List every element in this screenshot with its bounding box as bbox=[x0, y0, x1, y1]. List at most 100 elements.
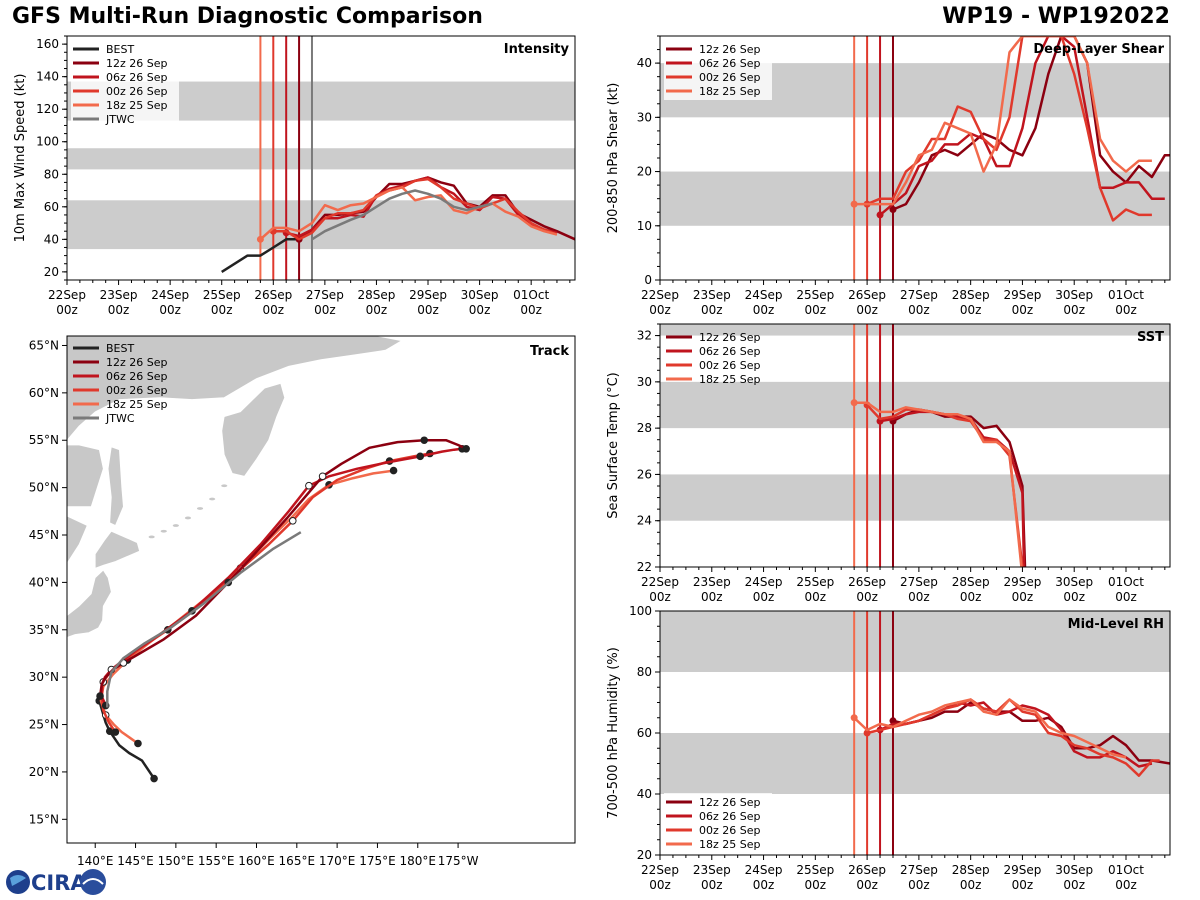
shaded-band bbox=[660, 474, 1170, 521]
x-tick-sublabel: 00z bbox=[649, 590, 671, 604]
x-tick-label: 24Sep bbox=[745, 863, 783, 877]
lon-tick-label: 160°E bbox=[238, 854, 275, 868]
lon-tick-label: 145°E bbox=[117, 854, 154, 868]
x-tick-sublabel: 00z bbox=[1012, 878, 1034, 892]
legend-label: 00z 26 Sep bbox=[699, 71, 761, 84]
x-tick-sublabel: 00z bbox=[314, 303, 336, 317]
legend-label: 12z 26 Sep bbox=[106, 356, 168, 369]
x-tick-label: 22Sep bbox=[48, 288, 86, 302]
x-tick-sublabel: 00z bbox=[1063, 590, 1085, 604]
land-kuril-island bbox=[208, 496, 217, 502]
track-position-marker bbox=[134, 739, 142, 748]
x-tick-label: 23Sep bbox=[693, 575, 731, 589]
legend-label: 12z 26 Sep bbox=[699, 796, 761, 809]
y-tick-label: 40 bbox=[637, 787, 652, 801]
lat-tick-label: 50°N bbox=[29, 481, 59, 495]
track-line-run_00z bbox=[100, 452, 431, 733]
land-kuril-island bbox=[147, 534, 156, 540]
legend-box bbox=[71, 40, 179, 128]
x-tick-sublabel: 00z bbox=[1115, 303, 1137, 317]
x-tick-label: 25Sep bbox=[203, 288, 241, 302]
x-tick-label: 27Sep bbox=[900, 575, 938, 589]
series-line-jtwc bbox=[311, 189, 493, 241]
track-position-marker bbox=[288, 516, 297, 525]
legend-label: 18z 25 Sep bbox=[699, 85, 761, 98]
x-tick-sublabel: 00z bbox=[56, 303, 78, 317]
y-tick-label: 26 bbox=[637, 467, 652, 481]
x-tick-label: 27Sep bbox=[306, 288, 344, 302]
x-tick-sublabel: 00z bbox=[908, 878, 930, 892]
y-tick-label: 32 bbox=[637, 329, 652, 343]
x-tick-label: 01Oct bbox=[1108, 575, 1144, 589]
x-tick-sublabel: 00z bbox=[960, 878, 982, 892]
y-tick-label: 40 bbox=[44, 232, 59, 246]
y-tick-label: 22 bbox=[637, 560, 652, 574]
y-tick-label: 20 bbox=[637, 848, 652, 862]
series-start-marker bbox=[863, 729, 871, 737]
legend-label: 18z 25 Sep bbox=[699, 373, 761, 386]
shaded-band bbox=[660, 611, 1170, 672]
x-tick-label: 23Sep bbox=[693, 863, 731, 877]
y-tick-label: 160 bbox=[36, 37, 59, 51]
y-axis-label: 700-500 hPa Humidity (%) bbox=[606, 647, 621, 819]
track-line-run_18z bbox=[99, 469, 394, 745]
legend-label: 06z 26 Sep bbox=[699, 345, 761, 358]
y-tick-label: 140 bbox=[36, 70, 59, 84]
x-tick-label: 22Sep bbox=[641, 288, 679, 302]
series-start-marker bbox=[850, 714, 858, 722]
panel-title: Deep-Layer Shear bbox=[1033, 42, 1164, 57]
x-tick-sublabel: 00z bbox=[805, 303, 827, 317]
x-tick-label: 29Sep bbox=[409, 288, 447, 302]
y-tick-label: 100 bbox=[36, 135, 59, 149]
series-line-best bbox=[221, 238, 300, 273]
y-axis-label: Sea Surface Temp (°C) bbox=[606, 372, 621, 519]
land-kuril-island bbox=[220, 483, 229, 488]
y-tick-label: 10 bbox=[637, 219, 652, 233]
x-tick-sublabel: 00z bbox=[469, 303, 491, 317]
legend-label: 06z 26 Sep bbox=[699, 57, 761, 70]
panel-rh: 2040608010022Sep00z23Sep00z24Sep00z25Sep… bbox=[606, 604, 1171, 892]
shaded-band bbox=[67, 148, 575, 170]
y-tick-label: 20 bbox=[637, 165, 652, 179]
track-position-marker bbox=[111, 728, 120, 736]
storm-id-title: WP19 - WP192022 bbox=[942, 4, 1170, 29]
x-tick-label: 22Sep bbox=[641, 575, 679, 589]
lat-tick-label: 30°N bbox=[29, 670, 59, 684]
shaded-band bbox=[660, 381, 1170, 429]
x-tick-label: 22Sep bbox=[641, 863, 679, 877]
x-tick-sublabel: 00z bbox=[366, 303, 388, 317]
legend-label: 06z 26 Sep bbox=[106, 370, 168, 383]
x-tick-label: 24Sep bbox=[745, 288, 783, 302]
y-tick-label: 24 bbox=[637, 514, 652, 528]
legend-label: BEST bbox=[106, 342, 134, 355]
x-tick-label: 23Sep bbox=[693, 288, 731, 302]
y-tick-label: 30 bbox=[637, 375, 652, 389]
partner-seal-icon bbox=[80, 869, 106, 895]
x-tick-sublabel: 00z bbox=[649, 878, 671, 892]
land-masses bbox=[67, 336, 403, 638]
x-tick-sublabel: 00z bbox=[701, 590, 723, 604]
x-tick-label: 01Oct bbox=[1108, 288, 1144, 302]
x-tick-label: 24Sep bbox=[151, 288, 189, 302]
x-tick-sublabel: 00z bbox=[805, 878, 827, 892]
y-tick-label: 0 bbox=[644, 273, 652, 287]
series-start-marker bbox=[876, 211, 884, 219]
x-tick-sublabel: 00z bbox=[1063, 303, 1085, 317]
legend-label: BEST bbox=[106, 43, 134, 56]
x-tick-label: 27Sep bbox=[900, 863, 938, 877]
y-tick-label: 40 bbox=[637, 56, 652, 70]
track-position-marker bbox=[318, 472, 327, 481]
series-line-run_18z bbox=[259, 186, 558, 241]
x-tick-label: 30Sep bbox=[461, 288, 499, 302]
track-line-jtwc bbox=[106, 531, 302, 708]
map-frame bbox=[66, 335, 576, 844]
series-start-marker bbox=[850, 200, 858, 208]
legend-label: 12z 26 Sep bbox=[699, 331, 761, 344]
lat-tick-label: 60°N bbox=[29, 386, 59, 400]
x-tick-label: 28Sep bbox=[952, 863, 990, 877]
y-tick-label: 80 bbox=[44, 167, 59, 181]
track-position-marker bbox=[150, 774, 158, 783]
x-tick-label: 24Sep bbox=[745, 575, 783, 589]
y-tick-label: 28 bbox=[637, 421, 652, 435]
y-axis-label: 200-850 hPa Shear (kt) bbox=[606, 83, 621, 234]
